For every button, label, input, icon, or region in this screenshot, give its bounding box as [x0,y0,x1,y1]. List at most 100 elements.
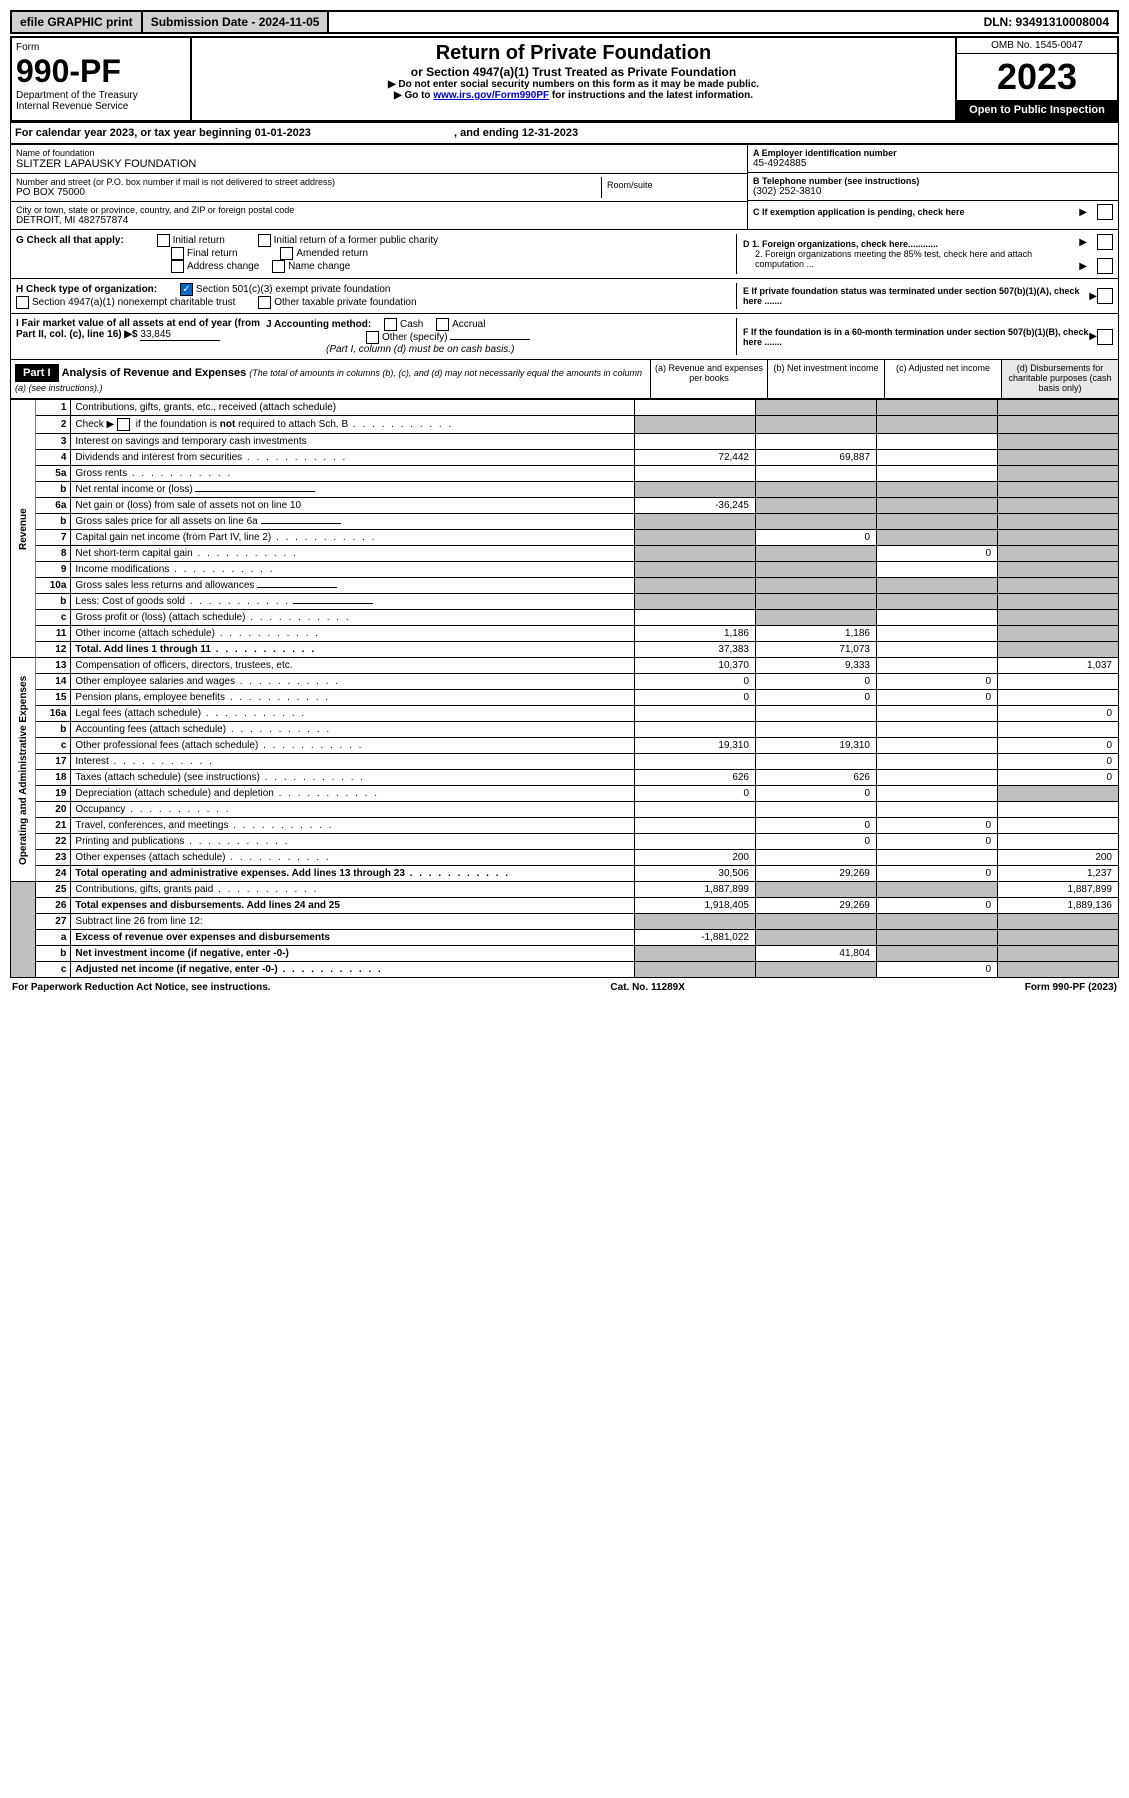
form-label: Form [16,42,186,53]
l16c-label: Other professional fees (attach schedule… [75,740,258,751]
final-return-label: Final return [187,248,238,259]
city-label: City or town, state or province, country… [16,205,742,215]
table-row: 25Contributions, gifts, grants paid1,887… [11,882,1119,898]
c-label: C If exemption application is pending, c… [753,207,1069,217]
4947-label: Section 4947(a)(1) nonexempt charitable … [32,297,235,308]
cal-mid: , and ending [454,127,522,139]
table-row: 11Other income (attach schedule)1,1861,1… [11,626,1119,642]
j-label: J Accounting method: [266,319,371,330]
table-row: 22Printing and publications00 [11,834,1119,850]
phone-label: B Telephone number (see instructions) [753,176,1113,186]
cash-label: Cash [400,319,423,330]
room-label: Room/suite [607,180,737,190]
accrual-checkbox[interactable] [436,318,449,331]
other-specify-checkbox[interactable] [366,331,379,344]
table-row: 7Capital gain net income (from Part IV, … [11,530,1119,546]
f-checkbox[interactable] [1097,329,1113,345]
other-taxable-checkbox[interactable] [258,296,271,309]
i-label: I Fair market value of all assets at end… [16,318,260,340]
table-row: 6aNet gain or (loss) from sale of assets… [11,498,1119,514]
l24-c: 0 [877,866,998,882]
l11-b: 1,186 [756,626,877,642]
arrow-icon: ▶ [1079,261,1087,272]
l6b-label: Gross sales price for all assets on line… [75,516,257,527]
l12-label: Total. Add lines 1 through 11 [75,644,211,655]
table-row: 21Travel, conferences, and meetings00 [11,818,1119,834]
l21-label: Travel, conferences, and meetings [75,820,228,831]
initial-former-checkbox[interactable] [258,234,271,247]
table-row: 23Other expenses (attach schedule)200200 [11,850,1119,866]
amended-return-checkbox[interactable] [280,247,293,260]
table-row: 27Subtract line 26 from line 12: [11,914,1119,930]
l7-label: Capital gain net income (from Part IV, l… [75,532,271,543]
c-checkbox[interactable] [1097,204,1113,220]
e-checkbox[interactable] [1097,288,1113,304]
submission-date: Submission Date - 2024-11-05 [143,12,330,32]
l20-label: Occupancy [75,804,125,815]
l17-label: Interest [75,756,108,767]
warn2-post: for instructions and the latest informat… [549,90,753,101]
l13-a: 10,370 [635,658,756,674]
cash-checkbox[interactable] [384,318,397,331]
table-row: 4Dividends and interest from securities7… [11,450,1119,466]
f-label: F If the foundation is in a 60-month ter… [743,327,1089,347]
dln-number: DLN: 93491310008004 [976,12,1117,32]
l10c-label: Gross profit or (loss) (attach schedule) [75,612,245,623]
l24-a: 30,506 [635,866,756,882]
l9-label: Income modifications [75,564,169,575]
l27-label: Subtract line 26 from line 12: [71,914,635,930]
l14-c: 0 [877,674,998,690]
l12-a: 37,383 [635,642,756,658]
efile-print-button[interactable]: efile GRAPHIC print [12,12,143,32]
d2-label: 2. Foreign organizations meeting the 85%… [743,249,1079,269]
l16c-d: 0 [998,738,1119,754]
l13-label: Compensation of officers, directors, tru… [71,658,635,674]
l22-label: Printing and publications [75,836,184,847]
table-row: 10aGross sales less returns and allowanc… [11,578,1119,594]
4947-checkbox[interactable] [16,296,29,309]
501c3-label: Section 501(c)(3) exempt private foundat… [196,284,391,295]
initial-return-checkbox[interactable] [157,234,170,247]
l5b-label: Net rental income or (loss) [75,484,192,495]
e-label: E If private foundation status was termi… [743,286,1089,306]
d2-checkbox[interactable] [1097,258,1113,274]
d1-checkbox[interactable] [1097,234,1113,250]
name-change-checkbox[interactable] [272,260,285,273]
table-row: aExcess of revenue over expenses and dis… [11,930,1119,946]
address-change-checkbox[interactable] [171,260,184,273]
table-row: 17Interest0 [11,754,1119,770]
g-row: G Check all that apply: Initial return I… [10,230,1119,279]
other-specify-label: Other (specify) [382,332,448,343]
calendar-year-line: For calendar year 2023, or tax year begi… [10,122,1119,144]
table-row: 18Taxes (attach schedule) (see instructi… [11,770,1119,786]
street-label: Number and street (or P.O. box number if… [16,177,601,187]
ein-value: 45-4924885 [753,158,1113,169]
501c3-checkbox[interactable] [180,283,193,296]
table-row: 9Income modifications [11,562,1119,578]
name-label: Name of foundation [16,148,742,158]
l27a-a: -1,881,022 [635,930,756,946]
l23-label: Other expenses (attach schedule) [75,852,225,863]
l24-d: 1,237 [998,866,1119,882]
l16a-label: Legal fees (attach schedule) [75,708,201,719]
schb-checkbox[interactable] [117,418,130,431]
table-row: 14Other employee salaries and wages000 [11,674,1119,690]
j-note: (Part I, column (d) must be on cash basi… [326,344,514,355]
foundation-name: SLITZER LAPAUSKY FOUNDATION [16,158,742,170]
cal-end: 12-31-2023 [522,127,578,139]
form990pf-link[interactable]: www.irs.gov/Form990PF [433,90,549,101]
l15-a: 0 [635,690,756,706]
expenses-side-label: Operating and Administrative Expenses [11,658,36,882]
h-label: H Check type of organization: [16,284,157,295]
table-row: cGross profit or (loss) (attach schedule… [11,610,1119,626]
table-row: bAccounting fees (attach schedule) [11,722,1119,738]
l8-label: Net short-term capital gain [75,548,192,559]
l6a-label: Net gain or (loss) from sale of assets n… [71,498,635,514]
final-return-checkbox[interactable] [171,247,184,260]
l2-post: if the foundation is [133,419,220,430]
l16a-d: 0 [998,706,1119,722]
table-row: 24Total operating and administrative exp… [11,866,1119,882]
initial-return-label: Initial return [173,235,225,246]
l5a-label: Gross rents [75,468,127,479]
phone-value: (302) 252-3810 [753,186,1113,197]
